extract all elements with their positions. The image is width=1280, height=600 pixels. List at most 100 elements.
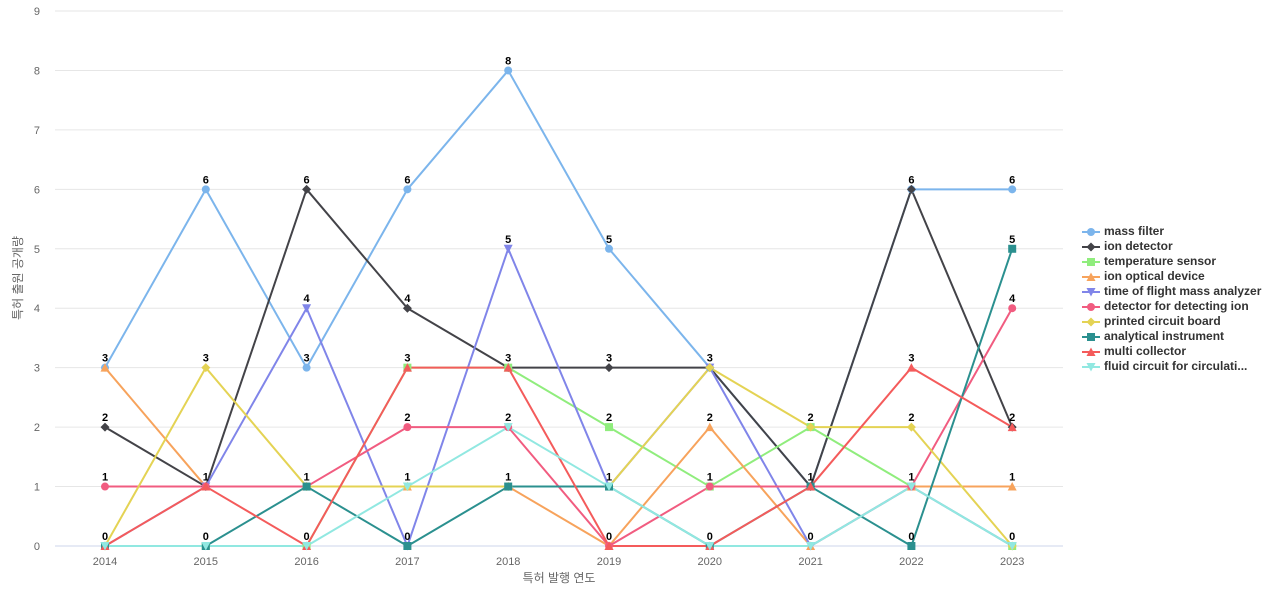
legend-item[interactable]: fluid circuit for circulati... <box>1082 359 1261 374</box>
data-point <box>906 482 916 492</box>
legend-item[interactable]: multi collector <box>1082 344 1261 359</box>
legend-label: printed circuit board <box>1104 314 1221 328</box>
data-label: 2 <box>1009 412 1015 424</box>
data-point <box>907 542 916 550</box>
legend-symbol <box>1082 242 1100 251</box>
legend-marker-icon <box>1087 227 1095 236</box>
y-tick-label: 2 <box>34 422 40 434</box>
x-tick-label: 2015 <box>194 556 218 568</box>
legend-label: temperature sensor <box>1104 254 1217 268</box>
x-tick-label: 2017 <box>395 556 419 568</box>
data-label: 3 <box>908 353 914 365</box>
data-label: 6 <box>404 174 410 186</box>
series-lines <box>104 69 1014 547</box>
legend-item[interactable]: temperature sensor <box>1082 254 1261 269</box>
y-tick-label: 7 <box>34 125 40 137</box>
data-point <box>403 185 412 194</box>
x-tick-label: 2019 <box>597 556 621 568</box>
legend-item[interactable]: ion optical device <box>1082 269 1261 284</box>
data-label: 4 <box>304 293 311 305</box>
x-axis-title: 특허 발행 연도 <box>523 570 596 585</box>
data-point <box>806 482 816 491</box>
legend-marker-icon <box>1086 287 1096 296</box>
data-point <box>503 244 513 254</box>
legend-item[interactable]: analytical instrument <box>1082 329 1261 344</box>
y-tick-label: 3 <box>34 363 40 375</box>
data-label: 0 <box>808 531 814 543</box>
data-point <box>806 422 816 432</box>
legend-label: time of flight mass analyzer <box>1104 284 1262 298</box>
data-label: 3 <box>203 353 209 365</box>
data-label: 1 <box>707 472 713 484</box>
data-point <box>302 542 312 551</box>
series-line <box>104 188 1014 488</box>
legend-item[interactable]: mass filter <box>1082 224 1261 239</box>
x-tick-label: 2022 <box>899 556 923 568</box>
legend-item[interactable]: ion detector <box>1082 239 1261 254</box>
data-point <box>604 482 614 492</box>
data-label: 2 <box>908 412 914 424</box>
legend-marker-icon <box>1087 257 1095 266</box>
data-point <box>201 363 211 373</box>
data-label: 0 <box>102 531 108 543</box>
data-point <box>1008 244 1017 253</box>
data-point <box>503 363 513 372</box>
data-point <box>705 422 715 432</box>
y-tick-label: 0 <box>34 541 40 553</box>
x-axis: 특허 발행 연도 2014 2015 2016 2017 2018 2019 2020 202… <box>55 545 1063 585</box>
x-tick-label: 2014 <box>93 556 117 568</box>
data-label: 0 <box>203 531 209 543</box>
data-point <box>101 482 109 491</box>
data-label: 2 <box>606 412 612 424</box>
data-point <box>605 244 613 253</box>
data-point <box>1008 304 1017 313</box>
y-tick-label: 6 <box>34 184 40 196</box>
data-label: 0 <box>707 531 713 543</box>
legend-marker-icon <box>1086 272 1096 281</box>
legend-marker-icon <box>1087 332 1095 341</box>
data-point <box>302 304 312 313</box>
data-point <box>403 542 412 550</box>
legend-item[interactable]: detector for detecting ion <box>1082 299 1261 314</box>
data-label: 1 <box>102 472 108 484</box>
legend-marker-icon <box>1086 347 1096 356</box>
legend-item[interactable]: printed circuit board <box>1082 314 1261 329</box>
data-label: 1 <box>606 472 612 484</box>
data-point <box>201 542 211 551</box>
data-label: 5 <box>606 234 612 246</box>
legend-label: fluid circuit for circulati... <box>1104 359 1248 373</box>
data-label: 4 <box>404 293 411 305</box>
data-label: 2 <box>102 412 108 424</box>
data-label: 3 <box>102 353 108 365</box>
data-point <box>604 363 614 373</box>
data-point <box>403 423 412 432</box>
data-label: 3 <box>606 353 612 365</box>
data-point <box>302 184 312 194</box>
legend-symbol <box>1082 287 1100 296</box>
legend-item[interactable]: time of flight mass analyzer <box>1082 284 1261 299</box>
data-label: 0 <box>908 531 914 543</box>
legend-symbol <box>1082 272 1100 281</box>
series-line <box>104 426 1014 547</box>
data-point <box>302 363 311 372</box>
data-label: 3 <box>304 353 310 365</box>
legend-symbol <box>1082 347 1100 356</box>
data-label: 3 <box>404 353 410 365</box>
legend-label: ion detector <box>1104 239 1173 253</box>
data-label: 0 <box>606 531 612 543</box>
x-tick-label: 2023 <box>1000 556 1024 568</box>
y-tick-label: 5 <box>34 244 40 256</box>
data-label: 1 <box>808 472 814 484</box>
data-label: 1 <box>1009 472 1015 484</box>
data-label: 6 <box>908 174 914 186</box>
data-label: 3 <box>505 353 511 365</box>
data-label: 2 <box>404 412 410 424</box>
data-point <box>1008 185 1017 194</box>
legend-symbol <box>1082 317 1100 326</box>
y-tick-label: 8 <box>34 65 40 77</box>
data-point <box>1007 542 1017 551</box>
data-label: 3 <box>707 353 713 365</box>
data-point <box>201 185 210 194</box>
data-label: 6 <box>1009 174 1015 186</box>
